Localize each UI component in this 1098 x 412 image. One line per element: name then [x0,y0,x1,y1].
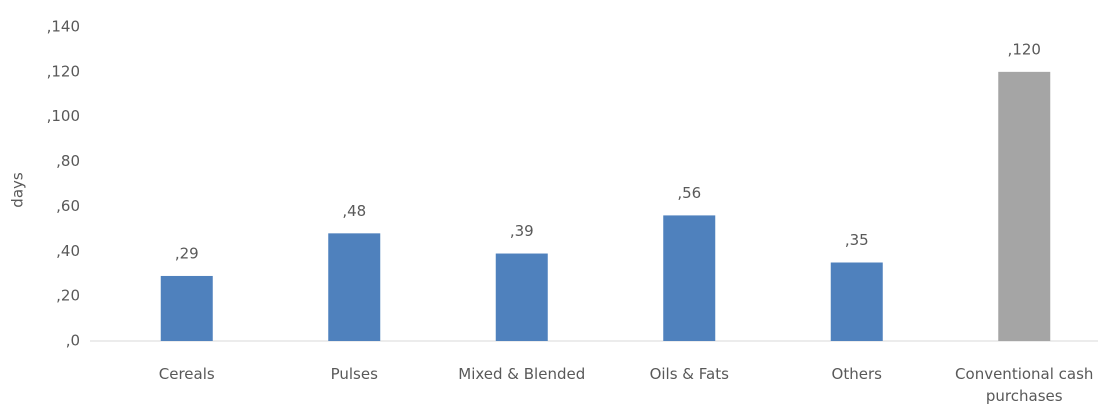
x-tick-label: Others [831,365,882,383]
bar [830,262,883,341]
x-tick-label: Conventional cash purchases [955,365,1094,405]
x-tick-label: Oils & Fats [649,365,729,383]
y-tick-label: ,0 [66,332,80,350]
data-label: ,120 [1008,40,1041,58]
y-tick-label: ,20 [56,287,80,305]
y-tick-label: ,100 [47,107,80,125]
y-tick-label: ,140 [47,18,80,36]
bar [160,275,213,341]
y-tick-label: ,40 [56,242,80,260]
bar [663,215,716,341]
y-axis-title: days [9,172,27,208]
y-tick-label: ,60 [56,197,80,215]
data-label: ,48 [342,202,366,220]
y-tick-label: ,120 [47,62,80,80]
data-label: ,35 [845,231,869,249]
data-label: ,39 [510,222,534,240]
y-tick-label: ,80 [56,152,80,170]
data-label: ,29 [175,244,199,262]
x-tick-label: Cereals [158,365,215,383]
bar [495,253,548,341]
bar [998,71,1051,341]
x-tick-label: Pulses [330,365,378,383]
data-label: ,56 [677,184,701,202]
x-tick-label: Mixed & Blended [458,365,586,383]
bar [328,233,381,341]
